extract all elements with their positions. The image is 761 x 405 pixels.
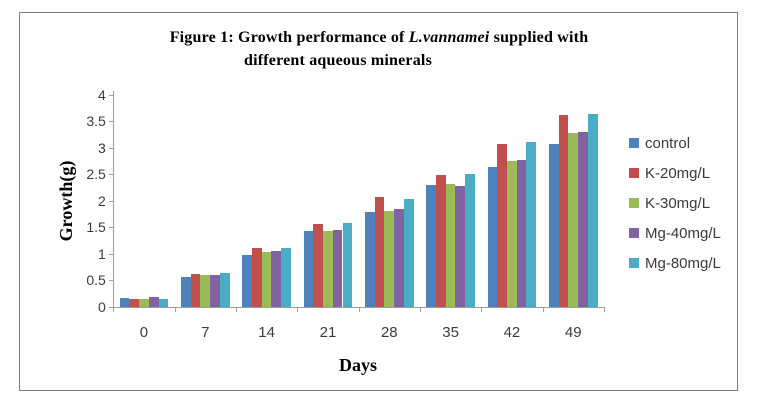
y-tick-label: 1 xyxy=(98,245,106,262)
legend-swatch-icon xyxy=(629,138,639,148)
bar-Mg-40mg/L-day14 xyxy=(271,251,282,307)
y-tick xyxy=(108,121,114,122)
legend-item-K-20mg/L: K-20mg/L xyxy=(629,164,710,182)
legend-item-control: control xyxy=(629,134,690,152)
bar-Mg-40mg/L-day35 xyxy=(455,185,466,307)
bar-Mg-80mg/L-day42 xyxy=(526,142,537,307)
y-tick xyxy=(108,94,114,96)
y-tick xyxy=(108,200,114,202)
bar-Mg-80mg/L-day35 xyxy=(465,173,475,307)
x-tick-label-day35: 35 xyxy=(442,324,459,341)
bar-K-30mg/L-day14 xyxy=(261,252,272,307)
bar-K-20mg/L-day7 xyxy=(190,273,201,307)
legend-swatch-icon xyxy=(629,168,639,178)
bar-Mg-80mg/L-day0 xyxy=(158,298,169,307)
y-tick-label: 2.5 xyxy=(86,166,106,182)
x-tick xyxy=(603,307,605,312)
legend-label: K-30mg/L xyxy=(645,194,711,212)
bar-control-day14 xyxy=(242,255,253,307)
bar-K-30mg/L-day21 xyxy=(323,231,333,307)
bar-control-day42 xyxy=(487,167,498,307)
x-tick-label-day21: 21 xyxy=(319,324,337,341)
legend-item-K-30mg/L: K-30mg/L xyxy=(629,194,710,212)
chart-title-line2: different aqueous minerals xyxy=(243,52,432,69)
y-tick-label: 4 xyxy=(98,86,106,103)
legend-label: control xyxy=(645,134,691,152)
bar-Mg-80mg/L-day49 xyxy=(587,113,598,307)
legend-label: Mg-40mg/L xyxy=(645,224,721,242)
bar-control-day35 xyxy=(426,184,437,307)
bar-Mg-80mg/L-day28 xyxy=(403,199,414,307)
x-tick xyxy=(113,307,115,312)
x-tick xyxy=(297,307,299,312)
legend-swatch-icon xyxy=(629,228,639,238)
bar-Mg-40mg/L-day7 xyxy=(210,274,220,307)
y-axis-line xyxy=(113,91,115,308)
bar-K-20mg/L-day42 xyxy=(497,143,508,307)
x-tick xyxy=(419,307,421,312)
bar-K-20mg/L-day28 xyxy=(374,197,385,307)
bar-Mg-40mg/L-day49 xyxy=(578,132,588,307)
bar-K-20mg/L-day49 xyxy=(558,114,569,307)
bar-control-day28 xyxy=(365,211,375,307)
y-tick-label: 2 xyxy=(98,192,106,209)
x-tick-label-day49: 49 xyxy=(564,324,582,341)
y-tick-label: 3.5 xyxy=(86,113,106,129)
bar-Mg-40mg/L-day21 xyxy=(332,229,343,307)
y-tick xyxy=(108,174,114,175)
bar-control-day0 xyxy=(119,297,130,307)
bar-Mg-80mg/L-day7 xyxy=(219,272,230,307)
x-axis-title: Days xyxy=(338,355,377,375)
y-tick xyxy=(108,280,114,281)
bar-K-30mg/L-day49 xyxy=(568,133,579,307)
bar-K-20mg/L-day0 xyxy=(129,299,140,307)
y-tick-label: 3 xyxy=(98,139,106,156)
y-tick xyxy=(108,227,114,228)
bar-K-30mg/L-day28 xyxy=(384,211,395,307)
y-tick xyxy=(108,306,114,308)
bar-K-20mg/L-day14 xyxy=(252,247,262,307)
bar-K-20mg/L-day21 xyxy=(313,223,324,307)
x-tick-label-day7: 7 xyxy=(201,324,210,341)
chart-title-species: L.vannamei xyxy=(408,29,490,46)
bar-Mg-40mg/L-day28 xyxy=(394,208,404,307)
bar-K-30mg/L-day42 xyxy=(507,161,517,307)
y-tick-label: 0.5 xyxy=(86,272,106,288)
bar-Mg-40mg/L-day42 xyxy=(516,159,527,307)
legend-item-Mg-40mg/L: Mg-40mg/L xyxy=(629,224,721,242)
x-tick-label-day28: 28 xyxy=(380,324,398,341)
bar-K-20mg/L-day35 xyxy=(436,174,446,307)
y-tick-label: 0 xyxy=(98,298,106,315)
legend-label: K-20mg/L xyxy=(645,164,711,182)
bar-K-30mg/L-day35 xyxy=(445,183,456,307)
bar-control-day7 xyxy=(181,276,191,307)
y-tick xyxy=(108,147,114,149)
chart-title-prefix: Figure 1: Growth performance of xyxy=(169,29,409,46)
bar-Mg-80mg/L-day14 xyxy=(281,247,291,307)
x-tick-label-day42: 42 xyxy=(503,324,521,341)
legend-item-Mg-80mg/L: Mg-80mg/L xyxy=(629,254,721,272)
chart-title-line1: Figure 1: Growth performance of L.vannam… xyxy=(19,26,739,49)
bar-K-30mg/L-day0 xyxy=(139,298,149,307)
chart-title-suffix: supplied with xyxy=(489,29,589,46)
y-tick xyxy=(108,253,114,255)
legend-swatch-icon xyxy=(629,258,639,268)
x-tick xyxy=(235,307,237,312)
legend-label: Mg-80mg/L xyxy=(645,254,721,272)
y-tick-label: 1.5 xyxy=(86,219,106,235)
chart-title: Figure 1: Growth performance of L.vannam… xyxy=(19,26,739,72)
bar-control-day49 xyxy=(549,143,559,307)
bar-Mg-40mg/L-day0 xyxy=(148,297,159,307)
x-tick-label-day0: 0 xyxy=(139,324,149,341)
bar-K-30mg/L-day7 xyxy=(200,274,211,307)
legend-swatch-icon xyxy=(629,198,639,208)
x-tick xyxy=(542,307,544,312)
x-tick xyxy=(174,307,176,312)
x-tick-label-day14: 14 xyxy=(258,324,275,341)
bar-control-day21 xyxy=(303,231,314,307)
x-tick xyxy=(481,307,483,312)
bar-Mg-80mg/L-day21 xyxy=(342,223,353,307)
x-tick xyxy=(358,307,360,312)
